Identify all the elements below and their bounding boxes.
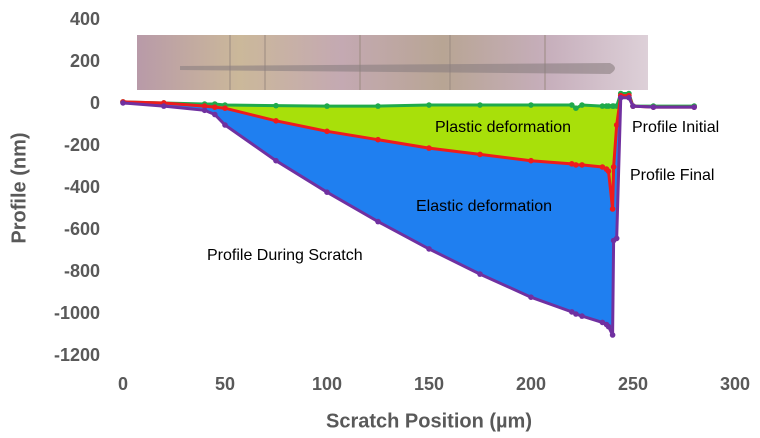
data-point [613,122,620,128]
data-point [630,103,636,109]
data-point [273,157,279,164]
y-tick-label: -1200 [54,345,100,365]
data-point [324,189,330,195]
data-point [573,105,579,111]
annotation: Plastic deformation [435,119,571,136]
data-point [201,103,208,109]
data-point [605,323,612,330]
x-tick-label: 50 [215,374,235,394]
annotation: Elastic deformation [416,198,552,215]
data-point [201,107,208,114]
y-tick-label: -400 [64,177,100,197]
data-point [324,103,330,109]
series-label: Profile Initial [632,119,719,136]
x-tick-label: 300 [720,374,750,394]
data-point [573,311,579,317]
x-tick-label: 0 [118,374,128,394]
data-point [610,164,617,170]
data-point [528,294,534,301]
data-point [573,162,579,168]
data-point [212,111,218,118]
data-point [650,104,657,110]
data-point [375,136,381,143]
series-label: Profile During Scratch [207,247,363,264]
data-point [613,235,620,242]
data-point [477,102,483,108]
data-point [222,122,228,128]
data-point [477,271,483,277]
y-axis-title: Profile (nm) [8,132,30,243]
data-point [161,103,167,109]
data-point [273,118,279,124]
data-point [426,246,432,252]
data-point [579,313,585,319]
micrograph [137,35,648,90]
data-point [212,104,218,110]
data-point [222,105,228,111]
data-point [528,157,534,164]
data-point [569,102,575,108]
data-point [324,128,330,135]
data-point [626,94,632,101]
data-point [426,102,432,108]
x-tick-label: 150 [414,374,444,394]
series-label: Profile Final [630,167,714,184]
data-point [605,168,612,174]
y-tick-label: 200 [70,51,100,71]
data-point [528,102,534,108]
data-point [426,145,432,151]
area-fill [123,95,695,335]
x-tick-label: 250 [618,374,648,394]
data-point [605,103,612,109]
data-point [273,102,279,109]
data-point [579,162,585,168]
data-point [691,104,697,110]
data-point [579,102,585,108]
data-point [120,100,126,106]
y-tick-label: 400 [70,9,100,29]
data-point [375,103,381,109]
x-tick-label: 100 [312,374,342,394]
y-tick-label: 0 [90,93,100,113]
area-fill [123,93,695,209]
data-point [617,94,624,101]
y-tick-label: -1000 [54,303,100,323]
y-tick-label: -200 [64,135,100,155]
data-point [375,218,381,225]
x-tick-label: 200 [516,374,546,394]
data-point [609,332,616,338]
x-axis-title: Scratch Position (µm) [326,410,532,432]
data-point [599,103,606,109]
data-point [609,206,616,212]
y-tick-label: -600 [64,219,100,239]
data-point [477,151,483,158]
y-tick-label: -800 [64,261,100,281]
